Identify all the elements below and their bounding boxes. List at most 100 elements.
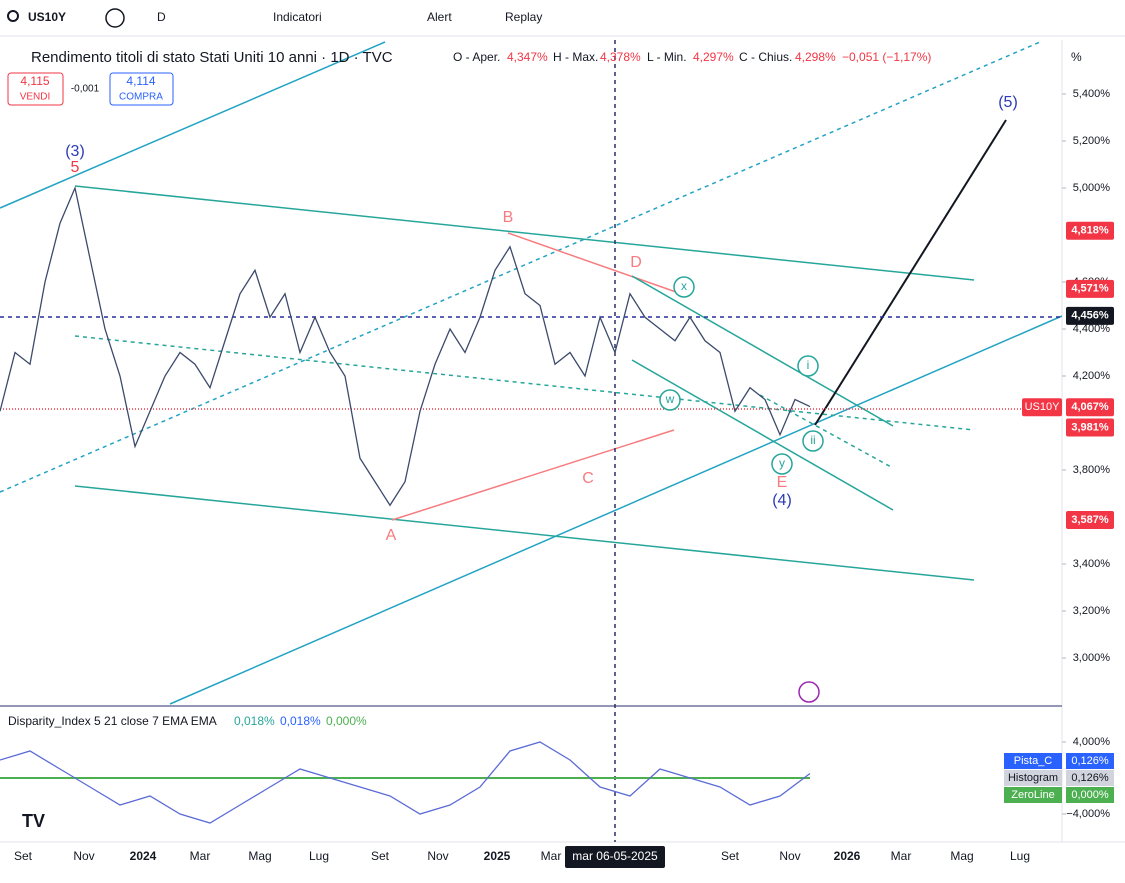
price-badge: [1066, 418, 1114, 437]
price-badge-label: 4,067%: [1071, 401, 1109, 413]
ohlc-label: C - Chius.: [739, 50, 792, 64]
price-tick-label: 4,400%: [1073, 323, 1111, 335]
price-tick-label: 4,200%: [1073, 370, 1111, 382]
wave-line: [631, 359, 894, 511]
spread: -0,001: [71, 84, 100, 95]
projection-line: [814, 119, 1007, 426]
wave-label: D: [630, 254, 642, 271]
legend-title: Rendimento titoli di stato Stati Uniti 1…: [31, 49, 393, 66]
price-badge: [1066, 306, 1114, 325]
event-icon[interactable]: [798, 681, 820, 703]
wave-line: [507, 232, 677, 293]
replay-button[interactable]: Replay: [505, 10, 542, 24]
add-icon[interactable]: [105, 8, 125, 28]
wave-circle: [797, 355, 819, 377]
wave-circle: [771, 453, 793, 475]
sell-label: VENDI: [20, 92, 51, 103]
ohlc-label: L - Min.: [647, 50, 687, 64]
price-badge: [1066, 398, 1114, 417]
ohlc-label: H - Max.: [553, 50, 598, 64]
crosshair-badge: [565, 846, 665, 868]
indicator-badge-value: [1066, 753, 1114, 769]
unit: %: [1071, 50, 1082, 64]
buy-label: COMPRA: [119, 92, 163, 103]
price-badge-label: 4,456%: [1071, 310, 1109, 322]
wave-label: (4): [772, 492, 792, 509]
wave-label: E: [777, 474, 788, 491]
alert-button[interactable]: Alert: [427, 10, 452, 24]
wave-line: [631, 275, 894, 427]
indicator-badge-name: [1004, 770, 1062, 786]
indicator-value: 0,018%: [280, 714, 321, 728]
symbol-tag: [1022, 398, 1062, 417]
channel-line: [0, 41, 1041, 493]
wave-label: (3): [65, 143, 85, 160]
indicator-badge-value: [1066, 770, 1114, 786]
price-tick-label: 3,400%: [1073, 558, 1111, 570]
time-label: Lug: [1010, 849, 1030, 863]
indicator-badge-value: [1066, 787, 1114, 803]
wave-line: [391, 429, 675, 521]
search-icon[interactable]: [7, 10, 19, 22]
price-badge-label: 3,587%: [1071, 514, 1109, 526]
time-label: Nov: [73, 849, 94, 863]
crosshair-label: mar 06-05-2025: [572, 849, 658, 863]
indicator-title: Disparity_Index 5 21 close 7 EMA EMA: [8, 714, 217, 728]
oscillator-line: [0, 741, 811, 824]
time-label: Mar: [190, 849, 211, 863]
channel-line: [169, 315, 1063, 705]
time-label: Nov: [779, 849, 800, 863]
time-label: 2025: [484, 849, 511, 863]
price-badge: [1066, 279, 1114, 298]
indicator-badge-value-label: 0,126%: [1071, 755, 1109, 767]
time-label: Mar: [541, 849, 562, 863]
ohlc-value: 4,297%: [693, 50, 734, 64]
time-label: Set: [14, 849, 33, 863]
buy-box[interactable]: [109, 72, 174, 106]
channel-line: [74, 485, 975, 581]
channel-line: [0, 41, 386, 209]
wave-circle: [673, 276, 695, 298]
ohlc-label: O - Aper.: [453, 50, 500, 64]
wave-circle: [659, 389, 681, 411]
wave-line: [759, 394, 894, 469]
time-label: Mag: [248, 849, 271, 863]
indicator-badge-name-label: ZeroLine: [1011, 789, 1054, 801]
price-tick-label: 5,000%: [1073, 182, 1111, 194]
wave-label: ii: [810, 433, 815, 447]
change: −0,051 (−1,17%): [842, 50, 931, 64]
indicator-badge-name: [1004, 787, 1062, 803]
price-tick-label: 5,200%: [1073, 135, 1111, 147]
time-label: Set: [371, 849, 390, 863]
channel-line: [74, 185, 975, 281]
price-badge: [1066, 221, 1114, 240]
indicator-badge-name-label: Pista_C: [1014, 755, 1053, 767]
indicator-badge-value-label: 0,000%: [1071, 789, 1109, 801]
interval[interactable]: D: [157, 10, 166, 24]
time-label: Mag: [950, 849, 973, 863]
indicator-badge-value-label: 0,126%: [1071, 772, 1109, 784]
indicator-value: 0,018%: [234, 714, 275, 728]
wave-label: B: [503, 209, 514, 226]
indicator-tick-label: 4,000%: [1073, 736, 1111, 748]
indicator-badge-name-label: Histogram: [1008, 772, 1058, 784]
time-label: 2026: [834, 849, 861, 863]
ohlc-value: 4,298%: [795, 50, 836, 64]
wave-label: y: [779, 456, 785, 470]
wave-label: x: [681, 279, 687, 293]
symbol[interactable]: US10Y: [28, 10, 66, 24]
sell-box[interactable]: [7, 72, 64, 106]
price-tick-label: 3,200%: [1073, 605, 1111, 617]
wave-label: (5): [998, 94, 1018, 111]
logo: TV: [22, 811, 45, 831]
price-tick-label: 5,400%: [1073, 88, 1111, 100]
wave-label: 5: [71, 159, 80, 176]
drawings: [0, 40, 1063, 842]
price-badge-label: 3,981%: [1071, 421, 1109, 433]
wave-label: A: [386, 527, 397, 544]
indicators-button[interactable]: Indicatori: [273, 10, 322, 24]
sell-price: 4,115: [20, 74, 49, 88]
wave-label: i: [807, 358, 810, 372]
